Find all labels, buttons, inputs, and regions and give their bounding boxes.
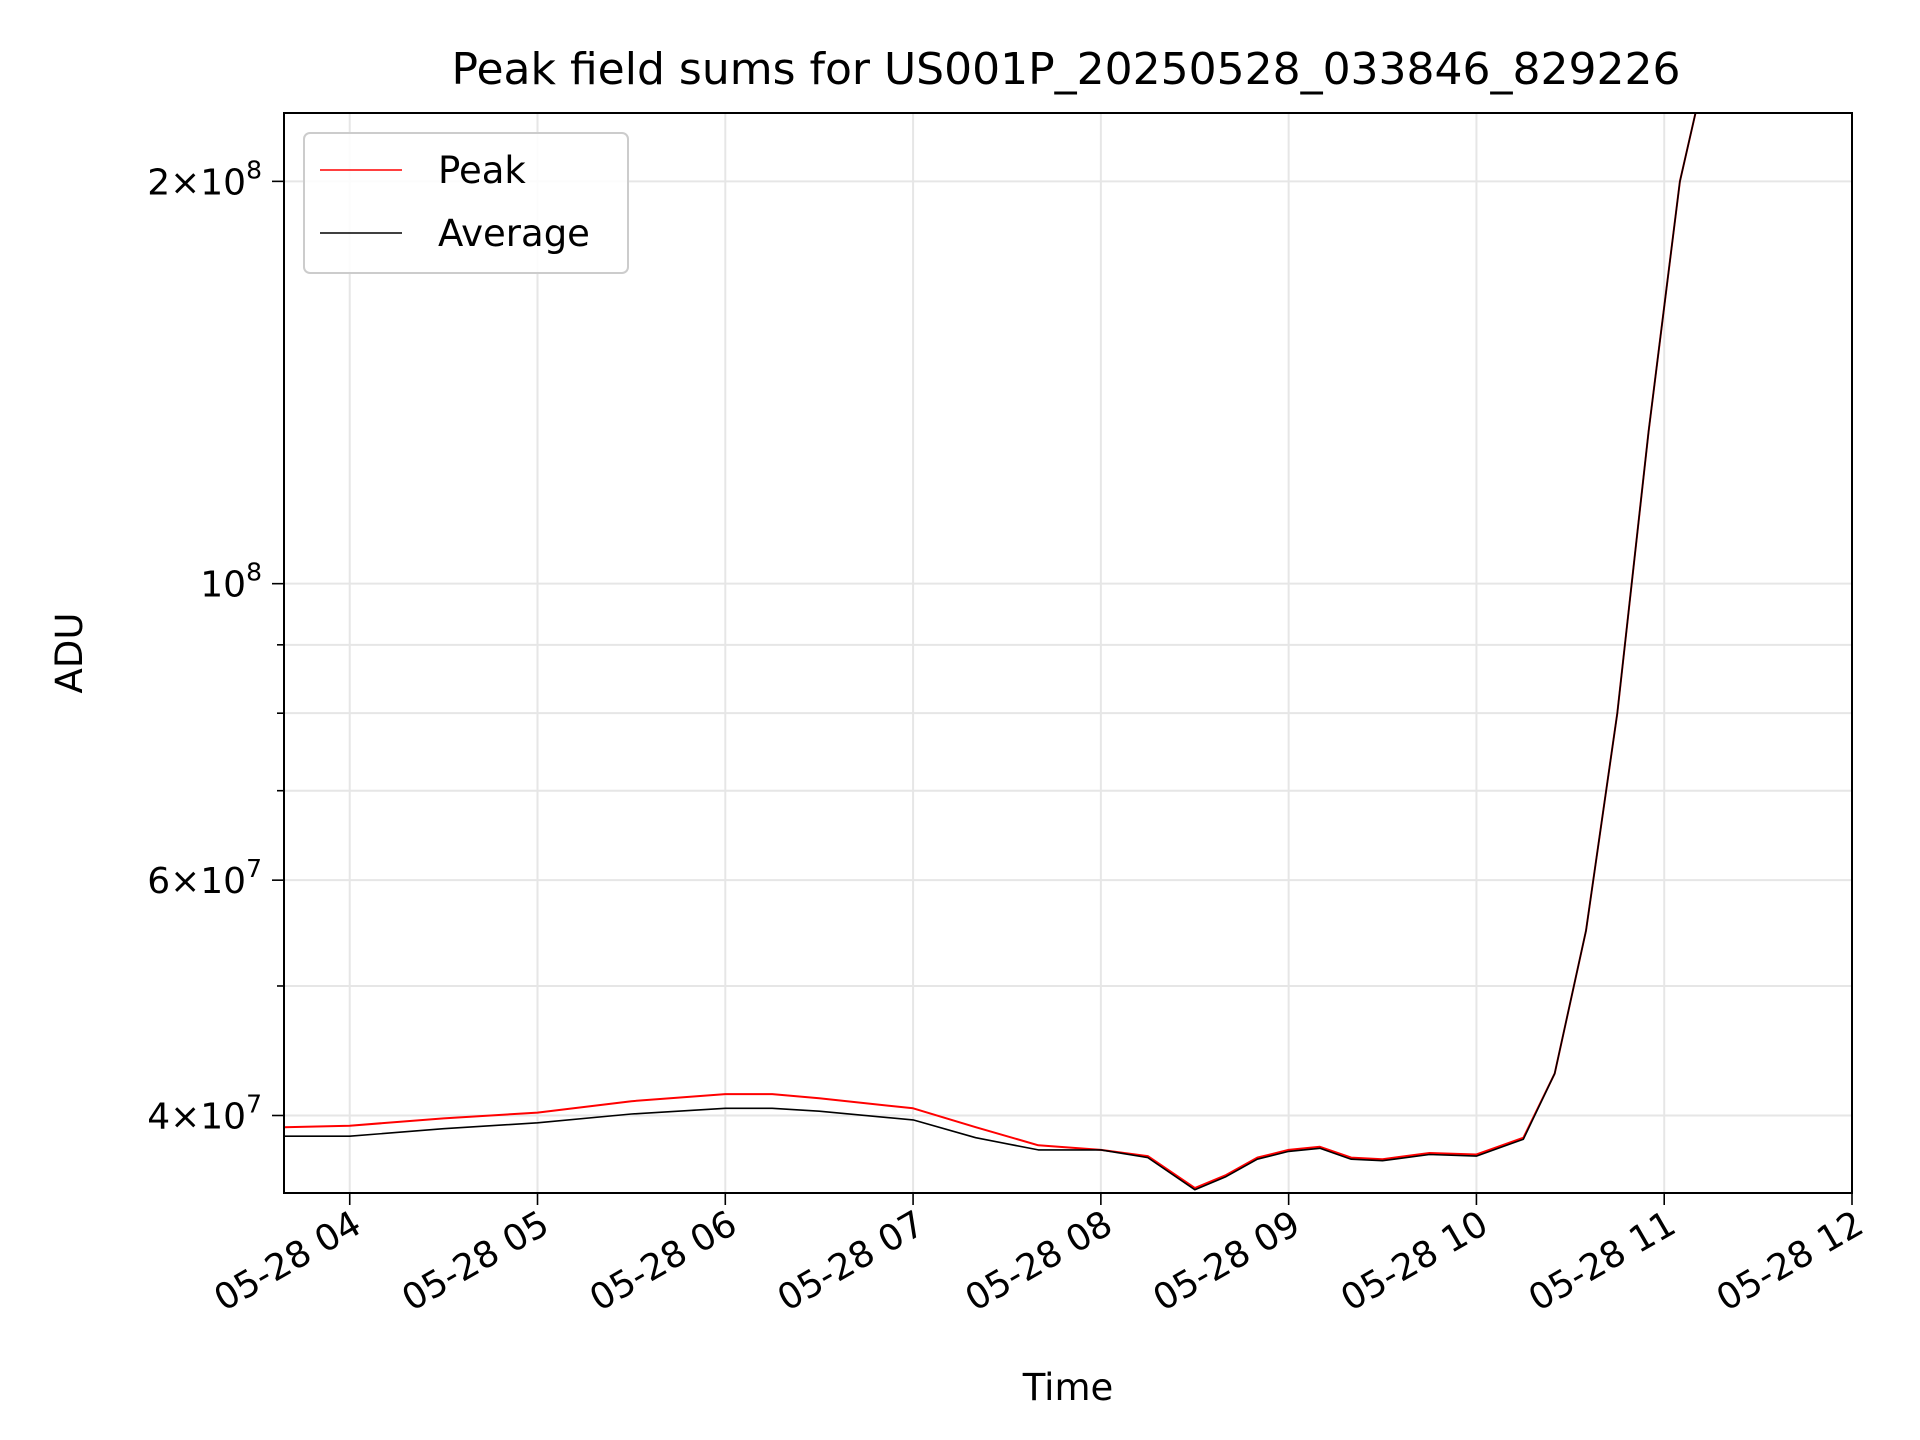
y-tick-label: 4×107: [147, 1089, 262, 1137]
plot-frame: [283, 112, 1853, 1194]
legend-box: [303, 132, 629, 274]
x-axis-label: Time: [1022, 1366, 1114, 1409]
y-axis-label: ADU: [48, 613, 91, 694]
legend-label: Peak: [438, 149, 526, 192]
legend-label: Average: [438, 212, 590, 255]
y-tick-label-base: 2×10: [147, 162, 246, 203]
y-tick-label-base: 10: [200, 565, 246, 606]
y-tick-label-base: 6×10: [147, 861, 246, 902]
chart-title: Peak field sums for US001P_20250528_0338…: [452, 44, 1681, 95]
y-tick-label-exponent: 7: [246, 1089, 262, 1118]
y-tick-label: 6×107: [147, 854, 262, 902]
y-tick-label-base: 4×10: [147, 1096, 246, 1137]
y-tick-label: 2×108: [147, 155, 262, 203]
y-tick-label: 108: [200, 558, 262, 606]
series-layer: [283, 112, 1697, 1191]
y-tick-label-exponent: 8: [246, 558, 262, 587]
y-tick-label-exponent: 7: [246, 854, 262, 883]
legend: Peak Average: [303, 132, 629, 274]
grid: [284, 113, 1853, 1193]
series-line-average: [284, 112, 1697, 1191]
y-tick-label-exponent: 8: [246, 155, 262, 184]
